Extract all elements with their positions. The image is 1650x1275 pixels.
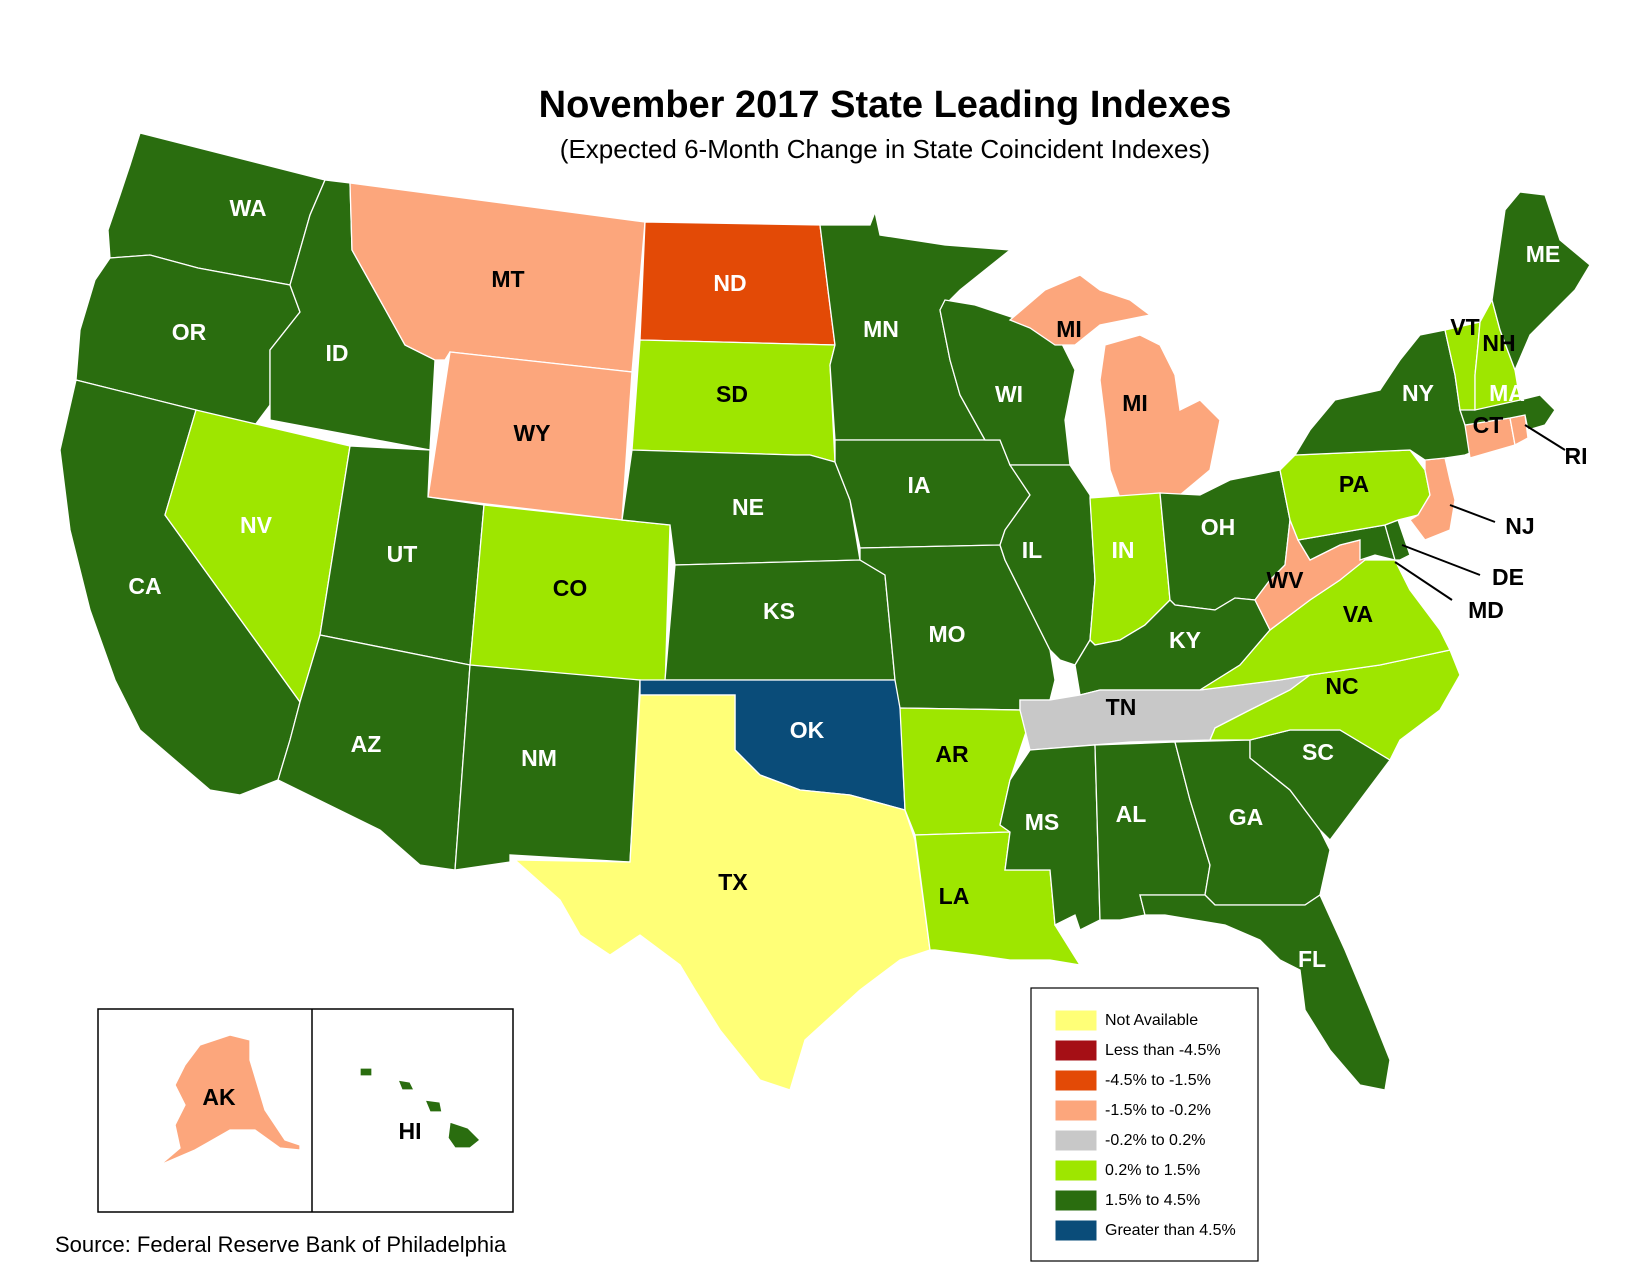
- label-VA: VA: [1343, 601, 1373, 627]
- legend-swatch: [1054, 1099, 1098, 1122]
- inset-frame: [97, 1008, 514, 1213]
- label-KY: KY: [1169, 627, 1201, 653]
- label-TN: TN: [1106, 694, 1137, 720]
- label-NM: NM: [521, 745, 557, 771]
- label-NH: NH: [1482, 330, 1515, 356]
- state-ME[interactable]: [1491, 191, 1591, 372]
- legend-swatch: [1054, 1159, 1098, 1182]
- legend-swatch: [1054, 1219, 1098, 1242]
- label-MD: MD: [1468, 597, 1504, 623]
- label-WA: WA: [229, 195, 266, 221]
- legend-label: -0.2% to 0.2%: [1105, 1132, 1206, 1149]
- legend-label: -4.5% to -1.5%: [1105, 1072, 1211, 1089]
- label-SD: SD: [716, 381, 748, 407]
- legend-label: Greater than 4.5%: [1105, 1222, 1236, 1239]
- state-NC[interactable]: [1209, 649, 1461, 761]
- legend: Not Available Less than -4.5% -4.5% to -1.…: [1030, 987, 1259, 1262]
- label-WI: WI: [995, 381, 1023, 407]
- state-MI[interactable]: [1008, 274, 1152, 346]
- label-OR: OR: [172, 319, 207, 345]
- label-WV: WV: [1266, 567, 1304, 593]
- label-NV: NV: [240, 512, 273, 538]
- label-CO: CO: [553, 575, 588, 601]
- label-VT: VT: [1450, 314, 1479, 340]
- label-ND: ND: [713, 270, 746, 296]
- label-CA: CA: [128, 573, 161, 599]
- label-SC: SC: [1302, 739, 1334, 765]
- state-NE[interactable]: [621, 449, 861, 566]
- state-HI-2[interactable]: [423, 1099, 443, 1113]
- leader-line-md: [1394, 561, 1453, 601]
- insets: AK HI: [97, 1008, 514, 1213]
- states-group: [59, 132, 1591, 1091]
- legend-label: 0.2% to 1.5%: [1105, 1162, 1200, 1179]
- label-NE: NE: [732, 494, 764, 520]
- legend-frame: [1030, 987, 1259, 1262]
- map-title: November 2017 State Leading Indexes: [539, 84, 1232, 126]
- map-subtitle: (Expected 6-Month Change in State Coinci…: [560, 134, 1210, 164]
- label-AL: AL: [1116, 801, 1147, 827]
- label-DE: DE: [1492, 564, 1524, 590]
- state-AK[interactable]: [159, 1034, 301, 1166]
- state-MT[interactable]: [349, 182, 646, 373]
- source-note: Source: Federal Reserve Bank of Philadel…: [55, 1232, 507, 1257]
- label-MT: MT: [491, 266, 524, 292]
- label-FL: FL: [1298, 946, 1326, 972]
- state-FL[interactable]: [1139, 894, 1391, 1091]
- legend-label: Not Available: [1105, 1012, 1198, 1029]
- label-AK: AK: [202, 1084, 236, 1110]
- label-TX: TX: [718, 869, 748, 895]
- label-MO: MO: [928, 621, 965, 647]
- label-AZ: AZ: [351, 731, 382, 757]
- label-MN: MN: [863, 316, 899, 342]
- label-OH: OH: [1201, 514, 1236, 540]
- legend-label: -1.5% to -0.2%: [1105, 1102, 1211, 1119]
- label-IA: IA: [908, 472, 931, 498]
- legend-label: 1.5% to 4.5%: [1105, 1192, 1200, 1209]
- state-NJ[interactable]: [1409, 457, 1456, 541]
- label-OK: OK: [790, 717, 825, 743]
- state-CO[interactable]: [469, 504, 671, 691]
- label-CT: CT: [1473, 412, 1504, 438]
- label-NC: NC: [1325, 673, 1358, 699]
- label-NY: NY: [1402, 380, 1434, 406]
- label-HI: HI: [399, 1118, 422, 1144]
- label-AR: AR: [935, 741, 969, 767]
- label-GA: GA: [1229, 804, 1264, 830]
- label-MA: MA: [1489, 380, 1525, 406]
- legend-swatch: [1054, 1129, 1098, 1152]
- label-ID: ID: [326, 340, 349, 366]
- label-UT: UT: [387, 541, 418, 567]
- label-WY: WY: [513, 420, 550, 446]
- label-RI: RI: [1565, 443, 1588, 469]
- state-TX[interactable]: [513, 694, 931, 1091]
- leader-line-nj: [1449, 504, 1496, 523]
- state-MI2[interactable]: [1099, 334, 1221, 499]
- legend-swatch: [1054, 1189, 1098, 1212]
- label-NJ: NJ: [1505, 513, 1534, 539]
- state-HI-3[interactable]: [396, 1079, 416, 1091]
- state-labels: WA OR CA ID NV MT WY UT AZ CO NM ND SD N…: [128, 195, 1587, 972]
- label-MI-upper: MI: [1056, 316, 1082, 342]
- legend-label: Less than -4.5%: [1105, 1042, 1221, 1059]
- label-MS: MS: [1025, 809, 1060, 835]
- state-MA[interactable]: [1459, 394, 1556, 431]
- label-IL: IL: [1022, 537, 1042, 563]
- state-HI-4[interactable]: [359, 1067, 373, 1077]
- label-LA: LA: [939, 883, 970, 909]
- leader-lines: [1394, 424, 1566, 601]
- legend-swatch: [1054, 1069, 1098, 1092]
- state-HI-1[interactable]: [447, 1121, 481, 1149]
- label-MI-lower: MI: [1122, 390, 1148, 416]
- legend-swatch: [1054, 1039, 1098, 1062]
- label-PA: PA: [1339, 471, 1369, 497]
- leader-line-ri: [1524, 424, 1566, 451]
- legend-swatch: [1054, 1009, 1098, 1032]
- state-IA[interactable]: [834, 439, 1031, 549]
- label-KS: KS: [763, 598, 795, 624]
- label-ME: ME: [1526, 241, 1561, 267]
- label-IN: IN: [1112, 537, 1135, 563]
- leader-line-de: [1401, 544, 1481, 576]
